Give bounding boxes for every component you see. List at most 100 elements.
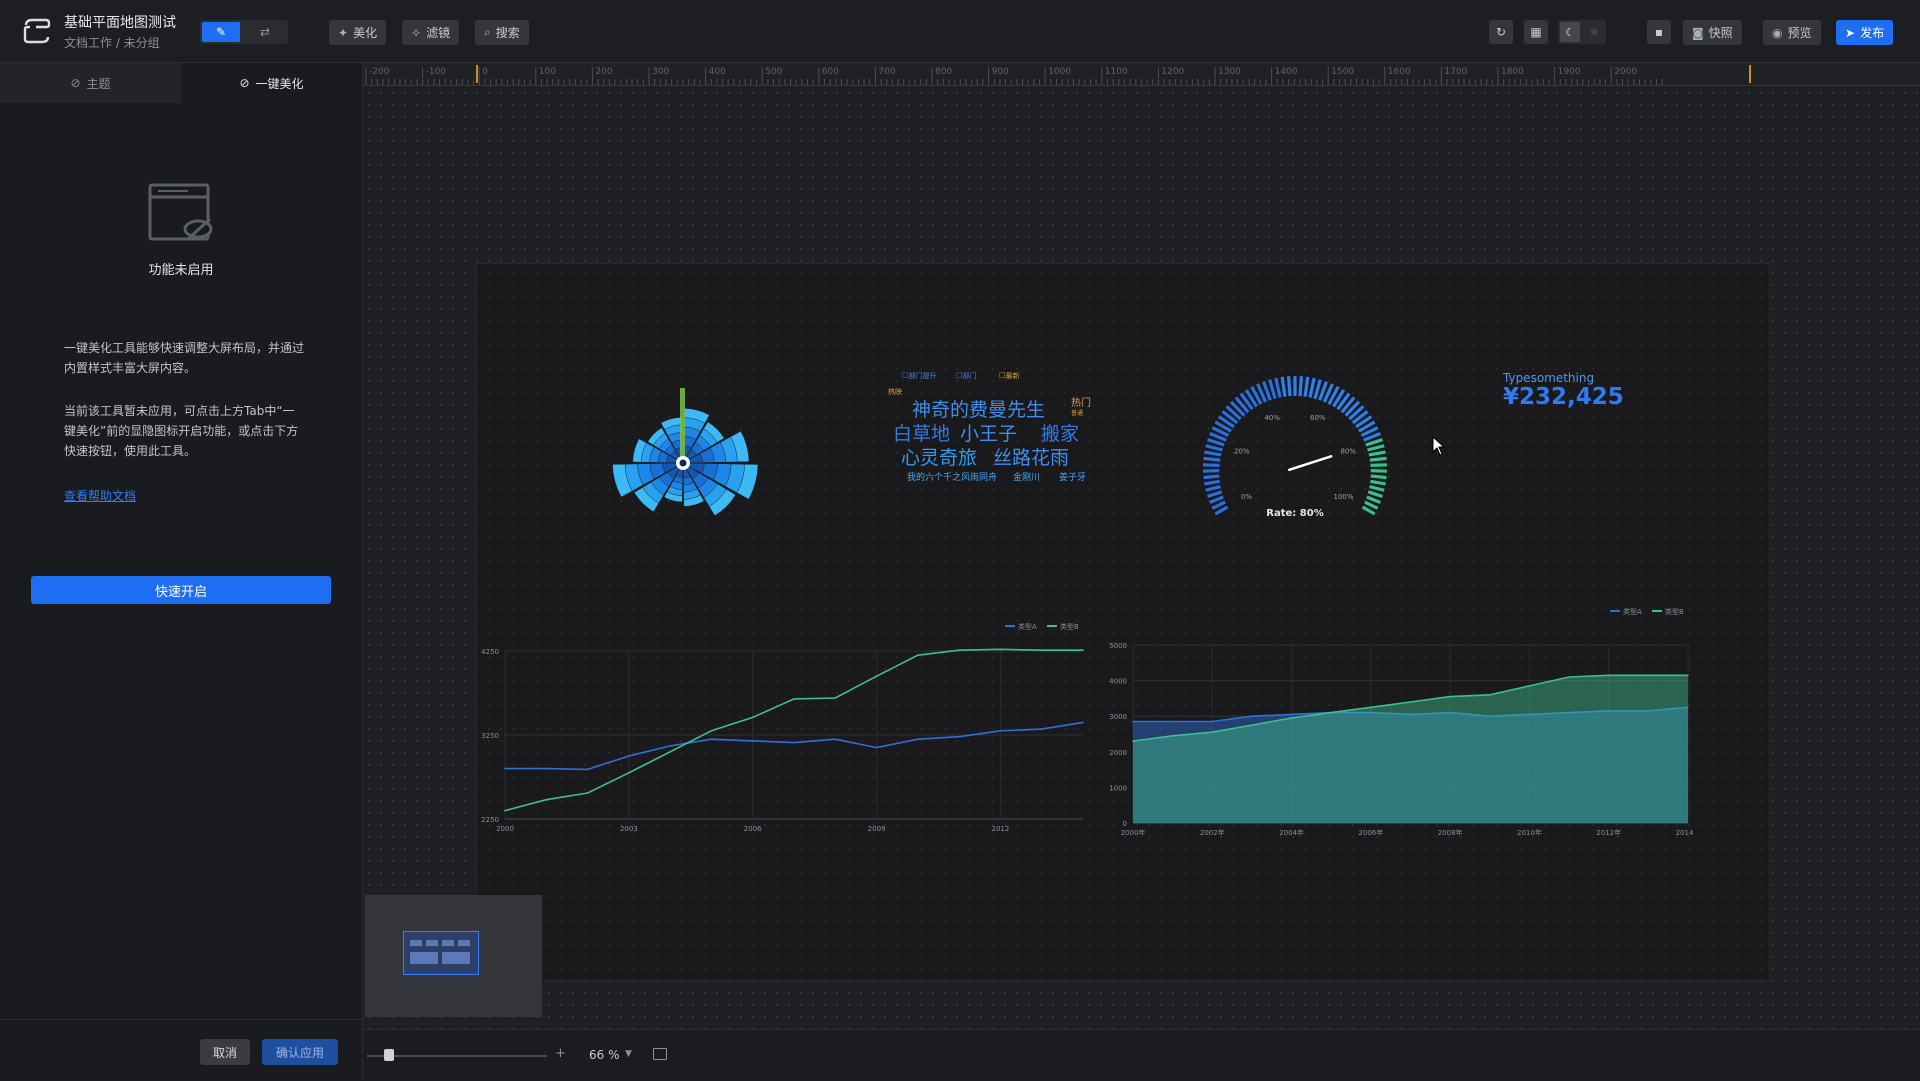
ruler-label: 0 [482, 67, 488, 77]
kpi-widget[interactable]: Typesomething ¥232,425 [1503, 371, 1624, 410]
word-cloud-widget[interactable]: □ 部门提升 □ 部门 □ 最新 热映 神奇的费曼先生 热门 普通 白草地 小王… [883, 371, 1183, 511]
data-point [1171, 734, 1174, 737]
zoom-in-icon[interactable]: + [555, 1046, 566, 1061]
gauge-tick [1286, 376, 1292, 397]
ruler-label: 600 [822, 67, 839, 77]
magic-wand-icon: ✦ [338, 25, 349, 40]
wordcloud-legend-item[interactable]: □ 部门提升 [902, 371, 937, 380]
word: 金刚川 [1013, 473, 1041, 483]
data-point [875, 746, 878, 749]
gauge-tick [1303, 376, 1310, 397]
data-point [628, 755, 630, 757]
data-point [793, 741, 795, 744]
x-tick-label: 2012 [992, 825, 1010, 833]
chevron-down-icon[interactable]: ▼ [625, 1049, 632, 1059]
visibility-off-icon[interactable]: ⊘ [239, 76, 250, 90]
word: 热映 [888, 388, 902, 396]
search-label: 搜索 [495, 26, 520, 40]
gauge-tick [1363, 432, 1381, 442]
area-chart[interactable]: 0 1000 2000 3000 4000 5000 2000年 2002年 2004年 2006… [1103, 603, 1693, 843]
gauge-tick [1358, 420, 1376, 433]
data-point [1488, 694, 1491, 696]
comment-button[interactable]: ▪ [1647, 20, 1671, 44]
beautify-label: 美化 [353, 26, 378, 40]
y-tick-label: 1000 [1109, 784, 1127, 792]
app-logo-icon[interactable] [22, 17, 52, 45]
legend-label: 最新 [1005, 372, 1020, 380]
ruler-label: 1500 [1331, 67, 1354, 77]
help-doc-link[interactable]: 查看帮助文档 [64, 489, 137, 503]
gauge-tick [1327, 386, 1340, 405]
data-point [710, 738, 713, 740]
beautify-panel: ⊘ 主题 ⊘ 一键美化 功能未启用 一键美化工具能够快速调整大屏布局，并通过内置… [0, 63, 363, 1080]
mouse-cursor-icon [1432, 436, 1446, 456]
gauge-tick [1239, 392, 1254, 411]
line-chart[interactable]: 2250 3250 4250 2000 2003 2006 2009 2012 类型A 类型B [473, 606, 1093, 836]
gauge-tick [1369, 456, 1387, 462]
ruler-label: 1400 [1275, 67, 1298, 77]
data-point [875, 675, 878, 677]
zoom-slider[interactable] [367, 1055, 547, 1057]
screen-canvas[interactable] [476, 263, 1770, 981]
document-title[interactable]: 基础平面地图测试 [64, 15, 176, 31]
confirm-apply-button[interactable]: 确认应用 [262, 1039, 338, 1065]
gauge-tick [1203, 456, 1221, 462]
tab-theme[interactable]: ⊘ 主题 [0, 63, 181, 103]
legend-label: 部门 [962, 372, 977, 380]
snapshot-button[interactable]: ◙ 快照 [1683, 20, 1742, 45]
filter-button[interactable]: ✧ 滤镜 [402, 20, 460, 45]
gauge-widget[interactable]: Rate: 80% 0% 20% 40% 60% 80% 100% [1183, 363, 1413, 543]
wordcloud-legend-item[interactable]: □ 部门 [956, 371, 977, 380]
gauge-tick [1207, 438, 1225, 447]
gauge-tick [1366, 495, 1381, 504]
refresh-button[interactable]: ↻ [1489, 20, 1513, 44]
zoom-slider-handle[interactable] [383, 1049, 394, 1061]
preview-button[interactable]: ◉ 预览 [1763, 20, 1821, 45]
data-point [1647, 674, 1650, 677]
gauge-tick [1204, 450, 1222, 457]
gauge-tick [1361, 505, 1376, 516]
minimap[interactable] [365, 895, 542, 1017]
fit-screen-icon[interactable] [653, 1048, 667, 1060]
gauge-tick [1367, 490, 1383, 498]
document-breadcrumb[interactable]: 文档工作 / 未分组 [64, 36, 160, 50]
horizontal-ruler[interactable]: -200 -100 0 100 200 300 400 500 600 700 800 900 1000… [363, 63, 1920, 86]
series-line [504, 648, 1083, 812]
legend-label: 类型B [1060, 622, 1079, 631]
description-paragraph-1: 一键美化工具能够快速调整大屏布局，并通过内置样式丰富大屏内容。 [64, 341, 305, 375]
flow-icon: ⇄ [259, 25, 271, 39]
search-button[interactable]: ⌕ 搜索 [475, 20, 529, 45]
cancel-button[interactable]: 取消 [200, 1039, 250, 1065]
ruler-label: 1600 [1388, 67, 1411, 77]
ruler-marker-start[interactable] [476, 65, 478, 83]
tab-one-click-beautify[interactable]: ⊘ 一键美化 [181, 63, 362, 103]
preview-label: 预览 [1787, 26, 1812, 40]
legend-label: 部门提升 [908, 372, 937, 380]
publish-button[interactable]: ➤ 发布 [1836, 20, 1894, 45]
zoom-value[interactable]: 66 % [589, 1048, 620, 1062]
quick-enable-button[interactable]: 快速开启 [31, 576, 331, 604]
minimap-viewport[interactable] [403, 931, 479, 975]
visibility-off-icon[interactable]: ⊘ [70, 76, 81, 90]
gauge-tick [1211, 426, 1230, 438]
beautify-button[interactable]: ✦ 美化 [329, 20, 387, 45]
rose-chart[interactable] [593, 373, 773, 543]
theme-toggle[interactable]: ☾ ☼ [1558, 20, 1606, 44]
gauge-tick [1204, 479, 1220, 486]
x-tick-label: 2000 [496, 825, 514, 833]
ruler-marker-end[interactable] [1749, 65, 1751, 83]
x-tick-label: 2008年 [1438, 828, 1463, 837]
gauge-tick [1256, 383, 1268, 403]
layout-button[interactable]: ▦ [1524, 20, 1548, 44]
ruler-label: 200 [595, 67, 612, 77]
x-tick-label: 2010年 [1517, 828, 1542, 837]
wordcloud-legend-item[interactable]: □ 最新 [999, 371, 1020, 380]
edit-mode-button[interactable]: ✎ [202, 22, 240, 42]
flow-mode-button[interactable]: ⇄ [246, 22, 284, 42]
canvas-workspace[interactable]: -200 -100 0 100 200 300 400 500 600 700 800 900 1000… [363, 63, 1920, 1029]
y-tick-label: 2000 [1109, 749, 1127, 757]
gauge-tick [1214, 505, 1229, 516]
gauge-tick [1368, 450, 1386, 457]
gauge-tick [1274, 377, 1282, 398]
data-point [586, 768, 589, 771]
